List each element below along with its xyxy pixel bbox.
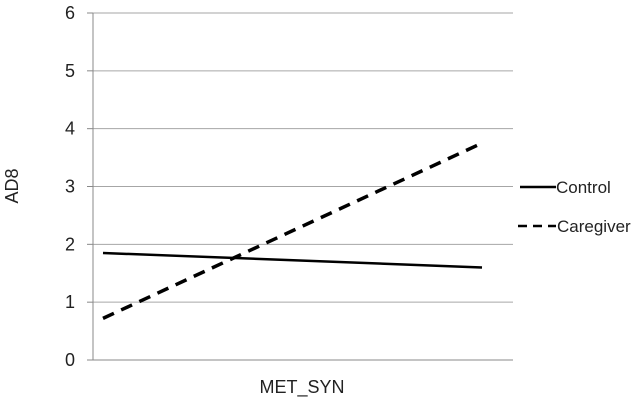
y-tick-label-3: 3: [65, 177, 75, 197]
y-tick-label-6: 6: [65, 3, 75, 23]
series-lines: [102, 141, 483, 320]
y-tick-label-0: 0: [65, 350, 75, 370]
y-tick-label-2: 2: [65, 234, 75, 254]
legend: Control Caregiver: [518, 178, 631, 236]
legend-label-control: Control: [556, 178, 611, 197]
series-line-caregiver: [102, 141, 483, 320]
y-tick-label-5: 5: [65, 61, 75, 81]
y-axis-title: AD8: [2, 168, 22, 203]
y-tick-labels: 0 1 2 3 4 5 6: [65, 3, 93, 370]
gridlines: [93, 12, 513, 303]
y-tick-label-1: 1: [65, 292, 75, 312]
series-line-control: [102, 251, 483, 269]
legend-label-caregiver: Caregiver: [557, 217, 631, 236]
x-axis-title: MET_SYN: [259, 377, 344, 398]
y-tick-label-4: 4: [65, 119, 75, 139]
